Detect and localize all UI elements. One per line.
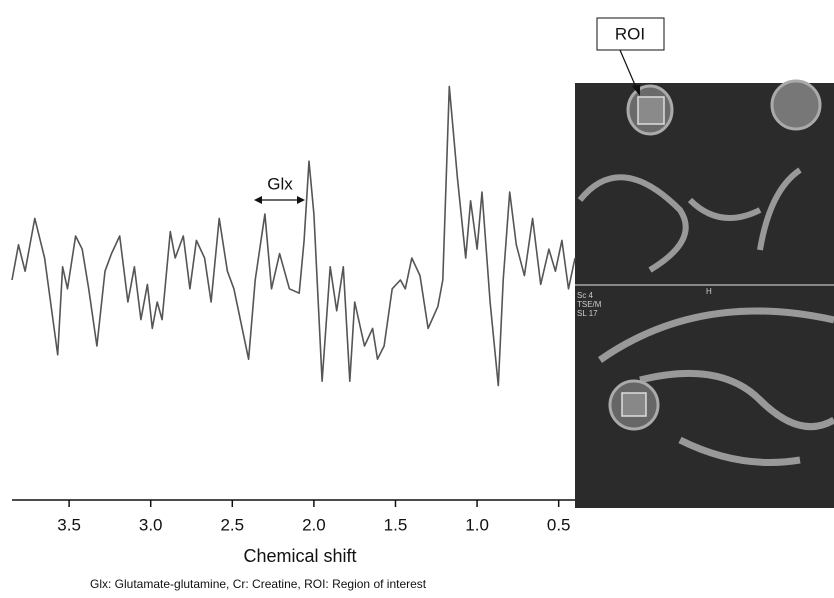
tissue [597,307,834,466]
image-label: TSE/M [577,300,602,309]
roi-box [637,96,665,125]
image-label: SL 17 [577,309,598,318]
image-divider [575,284,834,286]
roi-label: ROI [615,24,645,43]
tissue [577,167,802,273]
roi-box [621,392,647,417]
x-tick-label: 0.5 [547,515,571,534]
roi-label-box [596,17,665,51]
x-tick-label: 3.0 [139,515,163,534]
eye [770,79,822,131]
x-tick-label: 2.5 [220,515,244,534]
x-tick-label: 3.5 [57,515,81,534]
image-label: H [706,287,712,296]
x-tick-label: 1.0 [465,515,489,534]
x-tick-label: 1.5 [384,515,408,534]
roi-arrow [619,49,639,93]
mri-image [575,83,834,508]
x-axis-label: Chemical shift [243,546,356,566]
image-label: Sc 4 [577,291,594,300]
roi-arrowhead [632,85,640,96]
glx-label: Glx [267,174,293,193]
spectrum-line [11,85,576,387]
x-tick-label: 2.0 [302,515,326,534]
caption: Glx: Glutamate-glutamine, Cr: Creatine, … [90,577,427,591]
mri-panel: Sc 4 TSE/M SL 17 H [575,79,834,508]
